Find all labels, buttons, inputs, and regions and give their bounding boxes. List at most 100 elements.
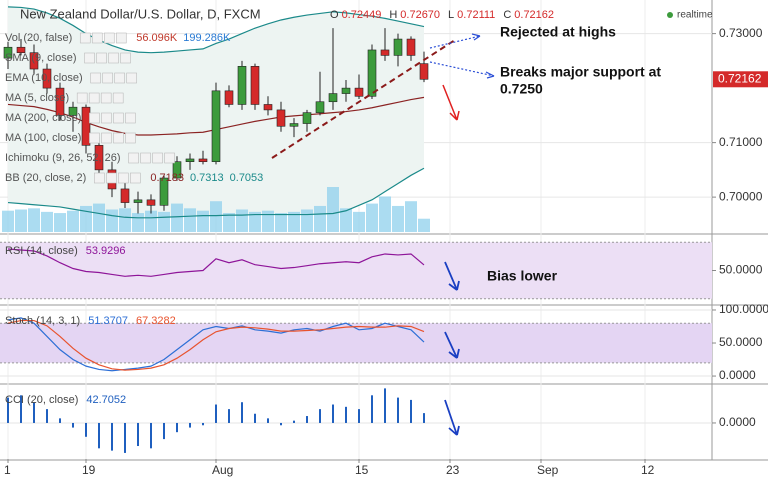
- candle-body: [159, 177, 169, 206]
- candle-body: [29, 52, 39, 70]
- study-icon: [120, 52, 131, 64]
- x-tick-label: 12: [641, 463, 655, 477]
- candle-body: [16, 46, 26, 53]
- ohlc-value: 0.72111: [457, 9, 495, 21]
- cci-bar: [410, 399, 412, 423]
- study-icon: [100, 92, 112, 104]
- y-tick-label: 50.0000: [719, 263, 763, 277]
- cci-bar: [371, 395, 373, 423]
- candle-body: [146, 199, 156, 206]
- candle-body: [250, 66, 260, 105]
- cci-bar: [280, 422, 282, 426]
- study-value: 0.7313: [190, 172, 224, 184]
- y-tick-label: 50.0000: [719, 335, 763, 349]
- annotation: 0.7250: [500, 81, 543, 97]
- cci-bar: [20, 395, 22, 423]
- study-value: 199.286K: [183, 32, 231, 44]
- down-arrow: [444, 331, 460, 359]
- cci-bar: [306, 416, 308, 423]
- study-icon: [102, 72, 113, 84]
- arrow-head: [485, 71, 495, 79]
- study-icon: [103, 32, 115, 44]
- study-icon: [125, 132, 136, 144]
- study-label: MA (5, close): [5, 92, 69, 104]
- volume-bar: [353, 211, 365, 232]
- study-icon: [130, 172, 141, 184]
- x-tick-label: 1: [4, 463, 11, 477]
- down-arrow: [444, 399, 460, 436]
- y-tick-label: 0.71000: [719, 135, 763, 149]
- volume-bar: [15, 209, 27, 232]
- study-icon: [89, 132, 100, 144]
- annotation: Rejected at highs: [500, 24, 616, 40]
- volume-bar: [327, 187, 339, 232]
- candle-body: [120, 188, 130, 203]
- study-icon: [106, 172, 117, 184]
- volume-bar: [145, 210, 157, 232]
- candle-body: [328, 93, 338, 103]
- cci-bar: [215, 404, 217, 423]
- cci-bar: [163, 422, 165, 440]
- study-icon: [108, 52, 119, 64]
- study-icon: [112, 92, 124, 104]
- cci-bar: [33, 402, 35, 423]
- x-tick-label: 23: [446, 463, 460, 477]
- panel-value: 53.9296: [86, 245, 126, 257]
- candle-body: [367, 49, 377, 97]
- cci-bar: [72, 422, 74, 428]
- indicator-line: [7, 319, 425, 371]
- candle-body: [81, 106, 91, 146]
- x-tick-label: Aug: [212, 463, 233, 477]
- study-label: SMA (9, close): [5, 52, 77, 64]
- volume-bar: [288, 211, 300, 232]
- marks: [2, 6, 430, 453]
- study-label: BB (20, close, 2): [5, 172, 86, 184]
- chart-title: New Zealand Dollar/U.S. Dollar, D, FXCM: [20, 6, 261, 21]
- last-price-label: 0.72162: [718, 71, 762, 85]
- candle-body: [380, 49, 390, 56]
- cci-bar: [423, 413, 425, 423]
- volume-bar: [418, 218, 430, 232]
- y-tick-label: 0.0000: [719, 368, 756, 382]
- band-fill: [0, 323, 712, 363]
- volume-bar: [236, 209, 248, 232]
- trend-line: [271, 39, 456, 159]
- arrow-head: [471, 33, 481, 41]
- x-tick-label: Sep: [537, 463, 559, 477]
- panel-value: 42.7052: [86, 394, 126, 406]
- candle-body: [302, 112, 312, 124]
- candle-body: [224, 90, 234, 105]
- ohlc-key: O: [330, 9, 339, 21]
- study-icon: [91, 32, 103, 44]
- candle-body: [68, 106, 78, 116]
- study-label: MA (100, close): [5, 132, 81, 144]
- cci-bar: [293, 420, 295, 423]
- y-tick-label: 0.0000: [719, 415, 756, 429]
- indicator-line: [7, 248, 425, 277]
- ohlc-value: 0.72449: [342, 9, 382, 21]
- panel-title: RSI (14, close): [5, 245, 78, 257]
- panel-title: CCI (20, close): [5, 394, 78, 406]
- ohlc-value: 0.72670: [400, 9, 440, 21]
- candle-body: [237, 66, 247, 105]
- panel-title: Stoch (14, 3, 1): [5, 315, 80, 327]
- candle-body: [3, 46, 13, 59]
- cci-bar: [267, 418, 269, 423]
- study-icon: [90, 72, 101, 84]
- cci-bar: [228, 409, 230, 423]
- volume-bar: [80, 205, 92, 232]
- study-icon: [89, 112, 100, 124]
- cci-bar: [98, 422, 100, 449]
- cci-bar: [137, 422, 139, 447]
- candle-body: [393, 38, 403, 56]
- panel-value: 67.3282: [136, 315, 176, 327]
- candle-body: [211, 90, 221, 162]
- study-label: Vol (20, false): [5, 32, 72, 44]
- study-icon: [113, 112, 124, 124]
- cci-bar: [7, 397, 9, 423]
- study-icon: [79, 32, 91, 44]
- volume-bar: [249, 211, 261, 232]
- annotation: Bias lower: [487, 268, 558, 284]
